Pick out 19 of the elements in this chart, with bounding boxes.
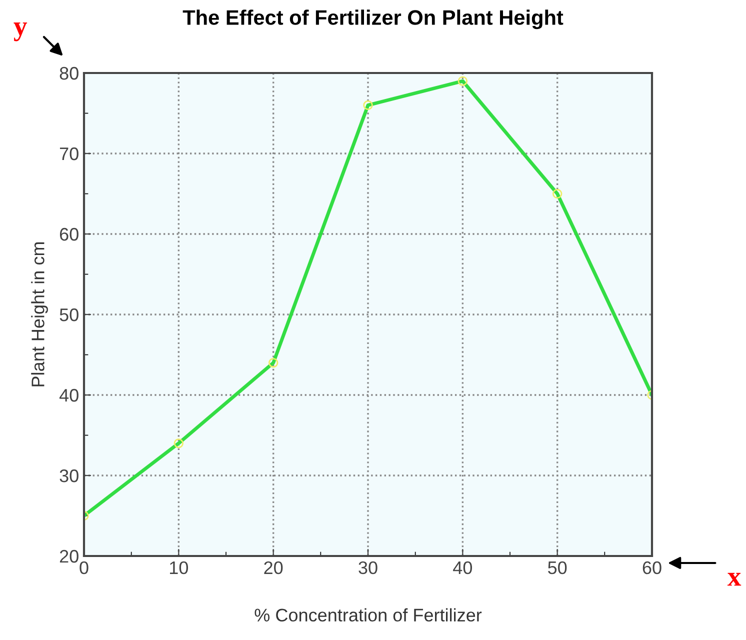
chart-title: The Effect of Fertilizer On Plant Height — [182, 10, 564, 30]
y-tick-label: 60 — [60, 228, 78, 241]
text: y — [14, 22, 28, 42]
y-tick-label: 80 — [60, 66, 78, 80]
y-tick-label: 50 — [60, 308, 78, 322]
x-tick-label: 40 — [453, 561, 472, 574]
x-tick-label: 20 — [264, 561, 283, 574]
y-tick-label: 70 — [60, 147, 78, 160]
x-tick-label: 50 — [548, 561, 567, 574]
x-axis-title: % Concentration of Fertilizer — [254, 608, 482, 622]
x-tick-label: 0 — [80, 561, 88, 574]
x-tick-label: 30 — [358, 561, 378, 574]
x-tick-label: 10 — [170, 561, 188, 574]
y-tick-label: 40 — [59, 388, 78, 402]
text: x — [727, 572, 742, 586]
y-tick-label: 30 — [60, 469, 78, 482]
y-axis-title: Plant Height in cm — [31, 242, 48, 386]
y-tick-label: 20 — [60, 550, 78, 563]
x-tick-label: 60 — [642, 561, 662, 574]
